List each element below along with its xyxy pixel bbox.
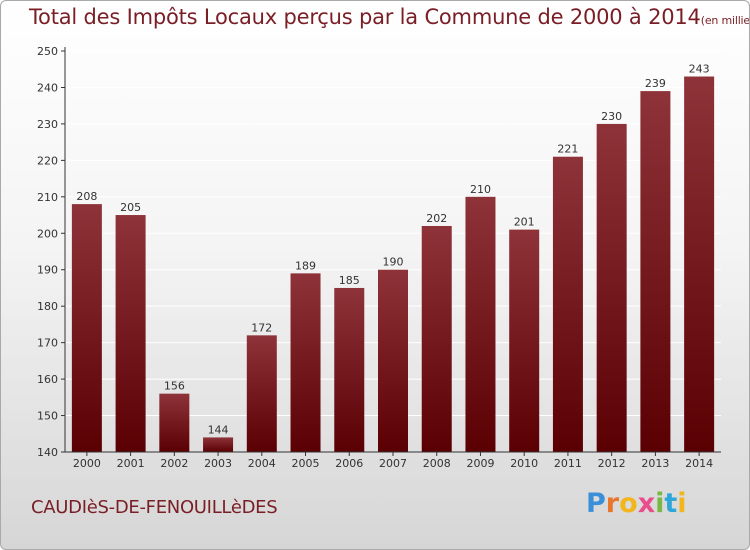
bar-2004 — [246, 335, 277, 452]
chart-title-unit: (en milliers d'€) — [700, 14, 750, 27]
x-tick-label-2008: 2008 — [423, 457, 451, 470]
x-tick-label-2006: 2006 — [335, 457, 363, 470]
value-label-2011: 221 — [557, 143, 578, 156]
value-label-2006: 185 — [339, 274, 360, 287]
bar-2008 — [421, 225, 452, 452]
bar-2007 — [378, 269, 408, 452]
y-tick-label: 160 — [37, 373, 58, 386]
y-tick-label: 170 — [37, 337, 58, 350]
chart-title: Total des Impôts Locaux perçus par la Co… — [29, 5, 750, 29]
value-label-2000: 208 — [76, 190, 97, 203]
logo-letter: o — [619, 488, 638, 519]
bars — [71, 76, 715, 452]
x-tick-label-2004: 2004 — [248, 457, 276, 470]
value-label-2005: 189 — [295, 259, 316, 272]
value-label-2014: 243 — [689, 63, 710, 76]
logo-letter: t — [664, 488, 678, 519]
x-tick-label-2010: 2010 — [510, 457, 538, 470]
bar-2010 — [509, 229, 540, 452]
y-tick-label: 190 — [37, 264, 58, 277]
x-tick-label-2001: 2001 — [117, 457, 145, 470]
bar-2005 — [290, 273, 321, 452]
y-tick-label: 140 — [37, 446, 58, 459]
bar-2013 — [640, 91, 671, 452]
x-tick-label-2012: 2012 — [598, 457, 626, 470]
y-tick-label: 200 — [37, 227, 58, 240]
x-tick-label-2009: 2009 — [466, 457, 494, 470]
chart-title-main: Total des Impôts Locaux perçus par la Co… — [29, 5, 701, 29]
value-label-2010: 201 — [514, 216, 535, 229]
y-tick-label: 250 — [37, 45, 58, 58]
value-label-2004: 172 — [251, 321, 272, 334]
x-tick-label-2000: 2000 — [73, 457, 101, 470]
bar-2003 — [203, 437, 234, 452]
bar-2000 — [71, 204, 102, 452]
bar-2011 — [552, 156, 583, 452]
proxiti-logo: Proxiti — [586, 488, 687, 519]
x-tick-label-2014: 2014 — [685, 457, 713, 470]
x-tick-label-2007: 2007 — [379, 457, 407, 470]
y-tick-label: 150 — [37, 410, 58, 423]
logo-letter: i — [655, 488, 665, 519]
y-tick-label: 180 — [37, 300, 58, 313]
y-tick-label: 240 — [37, 81, 58, 94]
x-tick-label-2013: 2013 — [641, 457, 669, 470]
value-label-2013: 239 — [645, 77, 666, 90]
value-label-2012: 230 — [601, 110, 622, 123]
bar-2006 — [334, 287, 365, 452]
x-tick-label-2002: 2002 — [160, 457, 188, 470]
bar-2009 — [465, 196, 496, 452]
value-label-2001: 205 — [120, 201, 141, 214]
y-tick-label: 210 — [37, 191, 58, 204]
y-tick-label: 230 — [37, 118, 58, 131]
value-label-2003: 144 — [208, 423, 229, 436]
x-tick-label-2011: 2011 — [554, 457, 582, 470]
value-label-2007: 190 — [383, 256, 404, 269]
bar-2002 — [159, 393, 190, 452]
x-tick-label-2005: 2005 — [292, 457, 320, 470]
logo-letter: r — [605, 488, 620, 519]
data-labels: 208 205 156 144 172 189 185 190 202 210 201 221 230 2… — [76, 63, 709, 437]
y-tick-label: 220 — [37, 154, 58, 167]
bar-2014 — [684, 76, 715, 452]
x-tick-label-2003: 2003 — [204, 457, 232, 470]
value-label-2002: 156 — [164, 380, 185, 393]
logo-letter: i — [677, 488, 687, 519]
bar-2001 — [115, 215, 146, 452]
logo-letter: x — [637, 488, 656, 519]
bar-2012 — [596, 123, 627, 452]
value-label-2008: 202 — [426, 212, 447, 225]
commune-name: CAUDIèS-DE-FENOUILLèDES — [31, 497, 278, 518]
axes: 140 150 160 170 180 190 200 210 220 230 240 250 2000… — [37, 45, 721, 470]
logo-letter: P — [586, 488, 606, 519]
value-label-2009: 210 — [470, 183, 491, 196]
